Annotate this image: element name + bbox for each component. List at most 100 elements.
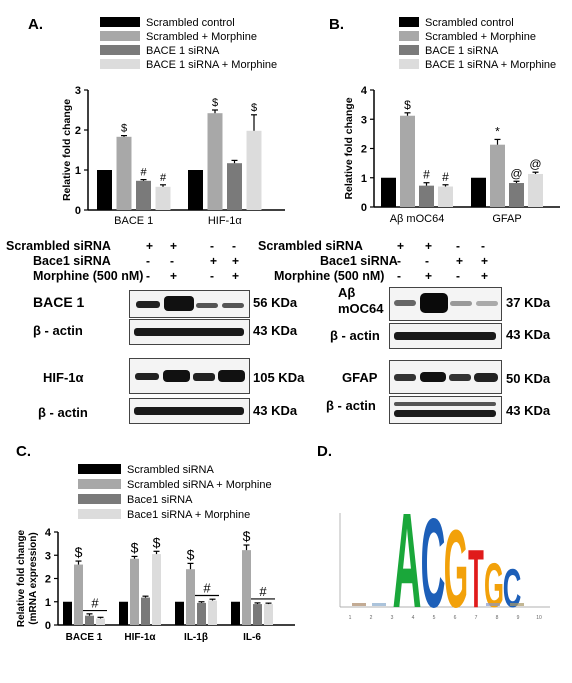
treatment-sign: +: [456, 254, 464, 268]
logo-x-tick-label: 5: [433, 615, 436, 621]
bar: [116, 136, 132, 210]
x-tick-label: IL-1β: [184, 632, 208, 643]
bar: [130, 558, 139, 625]
y-axis-label: Relative fold change: [343, 97, 355, 199]
treatment-sign: -: [481, 239, 485, 253]
treatment-sign: +: [481, 254, 489, 268]
significance-mark: $: [187, 546, 195, 562]
significance-mark: #: [442, 170, 449, 184]
bar: [471, 177, 486, 207]
legend-swatch: [399, 17, 419, 27]
y-tick-label: 2: [45, 574, 51, 586]
legend-label: BACE 1 siRNA: [146, 45, 220, 57]
legend-swatch: [399, 45, 419, 55]
significance-mark: @: [510, 166, 522, 180]
treatment-sign: -: [456, 239, 460, 253]
wb-b-blot4: [389, 396, 502, 424]
wb-a-blot3-label: HIF-1α: [43, 370, 84, 385]
treatment-sign: +: [425, 239, 433, 253]
significance-mark: $: [251, 102, 257, 114]
significance-mark: $: [404, 98, 411, 112]
wb-a-blot4-kda: 43 KDa: [253, 403, 298, 418]
wb-b-blot2: [389, 323, 502, 349]
y-tick-label: 2: [75, 125, 81, 137]
legend-label: BACE 1 siRNA + Morphine: [146, 59, 277, 71]
logo-letter: G: [484, 551, 504, 622]
treatment-sign: +: [397, 239, 405, 253]
bar: [175, 601, 184, 625]
treatment-sign: +: [425, 269, 433, 283]
chart-c: Scrambled siRNA Scrambled siRNA + Morphin…: [16, 464, 295, 643]
wb-b-row-bace1: Bace1 siRNA: [320, 254, 398, 268]
wb-b-blot1: [389, 287, 502, 321]
wb-a-blot4: [129, 398, 250, 424]
y-tick-label: 3: [361, 114, 367, 126]
legend-swatch: [100, 59, 140, 69]
logo-x-tick-label: 10: [536, 615, 542, 621]
logo-letter: C: [421, 505, 446, 634]
logo-letter: A: [393, 505, 422, 635]
wb-a-blot1-kda: 56 KDa: [253, 295, 298, 310]
bar: [264, 604, 273, 625]
significance-mark: #: [423, 168, 430, 182]
bar: [197, 602, 206, 625]
bar: [231, 601, 240, 625]
significance-mark: *: [495, 124, 500, 138]
legend-swatch: [399, 31, 419, 41]
treatment-sign: -: [425, 254, 429, 268]
wb-a-blot3: [129, 358, 250, 394]
bar: [136, 180, 151, 210]
treatment-sign: +: [170, 269, 178, 283]
logo-x-tick-label: 1: [349, 615, 352, 621]
panel-a-label: A.: [28, 16, 43, 33]
treatment-sign: +: [146, 239, 154, 253]
bar: [119, 601, 128, 625]
treatment-sign: -: [146, 254, 150, 268]
logo-minor-letter: [352, 603, 366, 606]
treatment-sign: -: [210, 239, 214, 253]
y-tick-label: 3: [45, 550, 51, 562]
bar: [85, 615, 94, 625]
legend-label: Bace1 siRNA + Morphine: [127, 509, 250, 521]
logo-letter: G: [444, 509, 468, 631]
bar: [96, 618, 105, 625]
significance-mark: $: [153, 534, 161, 550]
bar: [141, 597, 150, 625]
legend-label: Bace1 siRNA: [127, 494, 193, 506]
treatment-sign: -: [146, 269, 150, 283]
bar: [155, 186, 171, 210]
bar: [186, 569, 195, 625]
bar: [509, 183, 524, 207]
wb-a-blot2: [129, 319, 250, 345]
legend-swatch: [78, 509, 121, 519]
logo-minor-letter: [486, 603, 500, 606]
significance-mark: #: [140, 167, 147, 179]
significance-mark: $: [243, 528, 251, 544]
treatment-sign: -: [397, 269, 401, 283]
x-tick-label: HIF-1α: [208, 215, 243, 227]
legend-swatch: [78, 479, 121, 489]
wb-b-blot3-label: GFAP: [342, 370, 378, 385]
western-blot-b: Scrambled siRNA Bace1 siRNA Morphine (50…: [250, 237, 572, 427]
logo-x-tick-label: 8: [496, 615, 499, 621]
y-tick-label: 2: [361, 144, 367, 156]
logo-x-tick-label: 2: [370, 615, 373, 621]
legend-label: Scrambled control: [425, 17, 514, 29]
x-tick-label: HIF-1α: [124, 632, 156, 643]
bar: [400, 115, 415, 207]
wb-a-blot2-kda: 43 KDa: [253, 323, 298, 338]
logo-minor-letter: [372, 603, 386, 606]
y-tick-label: 0: [361, 202, 367, 214]
bar: [188, 170, 203, 210]
significance-mark: $: [121, 123, 127, 135]
wb-a-row-bace1: Bace1 siRNA: [33, 254, 111, 268]
logo-x-tick-label: 4: [412, 615, 415, 621]
wb-b-row-morphine: Morphine (500 nM): [274, 269, 385, 283]
bar: [63, 601, 72, 625]
y-tick-label: 1: [361, 173, 367, 185]
bar: [227, 163, 242, 210]
legend-swatch: [100, 31, 140, 41]
legend-swatch: [78, 464, 121, 474]
wb-b-row-scrambled: Scrambled siRNA: [258, 239, 363, 253]
y-tick-label: 1: [45, 597, 51, 609]
